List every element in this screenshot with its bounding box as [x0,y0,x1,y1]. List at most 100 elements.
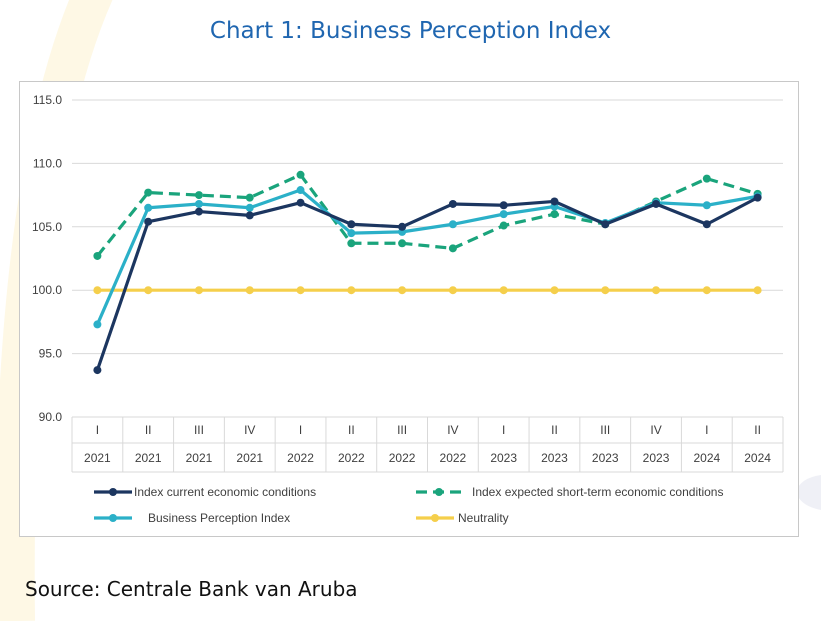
data-point-bpi [296,186,305,195]
x-tick-label-year: 2022 [338,451,365,465]
data-point-expected [499,221,508,230]
x-tick-label-quarter: III [194,423,204,437]
legend-marker-expected [435,488,443,496]
data-point-bpi [93,320,102,329]
data-point-expected [93,251,102,260]
data-point-current [194,207,203,216]
x-tick-label-year: 2023 [643,451,670,465]
data-point-current [652,199,661,208]
data-point-bpi [245,203,254,212]
data-point-expected [296,170,305,179]
series-lines [93,170,762,375]
data-point-neutrality [652,286,661,295]
data-point-current [448,199,457,208]
x-tick-label-quarter: I [502,423,505,437]
x-tick-label-year: 2021 [84,451,111,465]
x-tick-label-quarter: III [600,423,610,437]
data-point-expected [194,191,203,200]
data-point-current [144,217,153,226]
data-point-expected [398,239,407,248]
data-point-current [245,211,254,220]
legend-label-current: Index current economic conditions [134,485,316,499]
legend-label-neutrality: Neutrality [458,511,509,525]
x-tick-label-quarter: IV [447,423,458,437]
x-tick-label-year: 2022 [440,451,467,465]
data-point-neutrality [448,286,457,295]
x-tick-label-quarter: I [299,423,302,437]
data-point-neutrality [245,286,254,295]
data-point-neutrality [702,286,711,295]
data-point-current [753,193,762,202]
data-point-bpi [144,203,153,212]
x-tick-label-year: 2023 [490,451,517,465]
x-tick-label-quarter: II [551,423,558,437]
y-tick-label: 105.0 [32,220,62,234]
data-point-neutrality [753,286,762,295]
source-note: Source: Centrale Bank van Aruba [25,577,358,601]
data-point-current [347,220,356,229]
chart-frame: 115.0 110.0 105.0 100.0 95.0 90.0 I 2021 II 2021… [19,81,799,537]
legend-marker-current [109,488,117,496]
y-tick-label: 95.0 [39,347,63,361]
data-point-expected [550,210,559,219]
x-tick-label-quarter: I [705,423,708,437]
legend-label-expected: Index expected short-term economic condi… [472,485,723,499]
y-tick-label: 90.0 [39,410,63,424]
data-point-bpi [702,201,711,210]
data-point-neutrality [550,286,559,295]
legend: Index current economic conditions Index e… [94,485,723,525]
x-tick-label-year: 2022 [287,451,314,465]
x-tick-label-year: 2023 [592,451,619,465]
data-point-expected [448,244,457,253]
data-point-neutrality [194,286,203,295]
x-axis: I2021II2021III2021IV2021I2022II2022III20… [71,417,784,473]
data-point-expected [245,193,254,202]
data-point-neutrality [398,286,407,295]
data-point-neutrality [296,286,305,295]
legend-item-current: Index current economic conditions [94,485,316,499]
data-point-bpi [499,210,508,219]
data-point-current [601,220,610,229]
x-tick-label-quarter: IV [650,423,661,437]
legend-label-bpi: Business Perception Index [148,511,290,525]
series-line-current [95,196,759,371]
legend-marker-neutrality [431,514,439,522]
x-tick-label-year: 2022 [389,451,416,465]
x-tick-label-year: 2021 [236,451,263,465]
data-point-bpi [347,229,356,238]
x-tick-label-quarter: III [397,423,407,437]
data-point-neutrality [93,286,102,295]
data-point-bpi [448,220,457,229]
data-point-neutrality [601,286,610,295]
chart-title: Chart 1: Business Perception Index [209,18,612,44]
x-tick-label-quarter: IV [244,423,255,437]
legend-item-neutrality: Neutrality [416,511,509,525]
data-point-bpi [194,199,203,208]
legend-item-bpi: Business Perception Index [94,511,290,525]
legend-item-expected: Index expected short-term economic condi… [416,485,723,499]
x-tick-label-quarter: II [145,423,152,437]
data-point-neutrality [144,286,153,295]
x-tick-label-year: 2024 [693,451,720,465]
data-point-neutrality [499,286,508,295]
grid-lines [72,99,783,418]
x-tick-label-year: 2021 [186,451,213,465]
data-point-current [499,201,508,210]
x-tick-label-quarter: II [754,423,761,437]
x-tick-label-quarter: I [96,423,99,437]
y-axis: 115.0 110.0 105.0 100.0 95.0 90.0 [32,93,62,424]
data-point-current [702,220,711,229]
legend-marker-bpi [109,514,117,522]
data-point-expected [702,174,711,183]
x-tick-label-quarter: II [348,423,355,437]
right-decorative-arc [796,475,821,510]
x-tick-label-year: 2021 [135,451,162,465]
data-point-current [93,366,102,375]
y-tick-label: 100.0 [32,283,62,297]
data-point-neutrality [347,286,356,295]
data-point-current [398,222,407,231]
series-neutrality [93,286,762,295]
data-point-expected [144,188,153,197]
data-point-current [550,197,559,206]
